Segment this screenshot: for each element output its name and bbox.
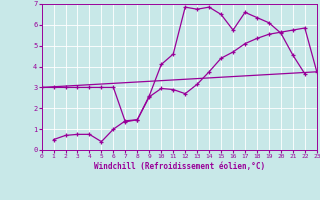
X-axis label: Windchill (Refroidissement éolien,°C): Windchill (Refroidissement éolien,°C) [94,162,265,171]
